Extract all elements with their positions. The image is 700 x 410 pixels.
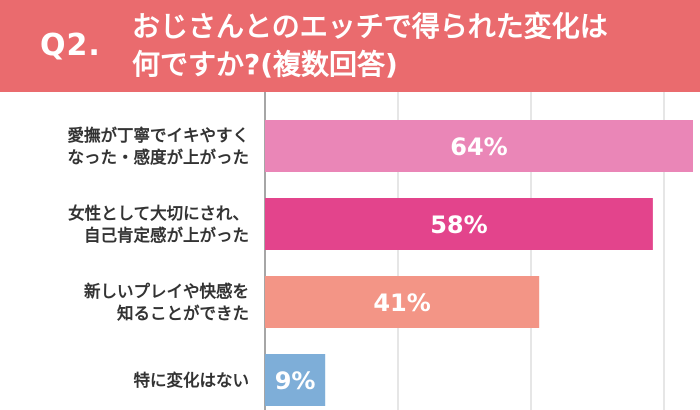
- category-label: 女性として大切にされ、: [68, 203, 249, 223]
- question-number: Q2.: [40, 28, 101, 63]
- bar: [265, 198, 653, 250]
- bar: [265, 276, 540, 328]
- data-label: 58%: [430, 211, 487, 239]
- bar: [265, 354, 326, 406]
- data-label: 64%: [450, 133, 507, 161]
- category-label: 自己肯定感が上がった: [84, 225, 249, 245]
- data-label: 41%: [373, 289, 430, 317]
- category-label: なった・感度が上がった: [68, 147, 250, 167]
- category-label: 新しいプレイや快感を: [84, 281, 249, 301]
- chart-title-line-1: おじさんとのエッチで得られた変化は: [132, 10, 608, 43]
- category-label: 愛撫が丁寧でイキやすく: [68, 125, 250, 145]
- category-label: 特に変化はない: [134, 370, 250, 390]
- data-label: 9%: [275, 367, 316, 395]
- chart-title-line-2: 何ですか?(複数回答): [132, 48, 398, 81]
- title-banner: Q2. おじさんとのエッチで得られた変化は 何ですか?(複数回答): [0, 0, 700, 92]
- bar: [265, 120, 693, 172]
- chart-title: おじさんとのエッチで得られた変化は 何ですか?(複数回答): [132, 8, 692, 84]
- category-label: 知ることができた: [117, 303, 249, 323]
